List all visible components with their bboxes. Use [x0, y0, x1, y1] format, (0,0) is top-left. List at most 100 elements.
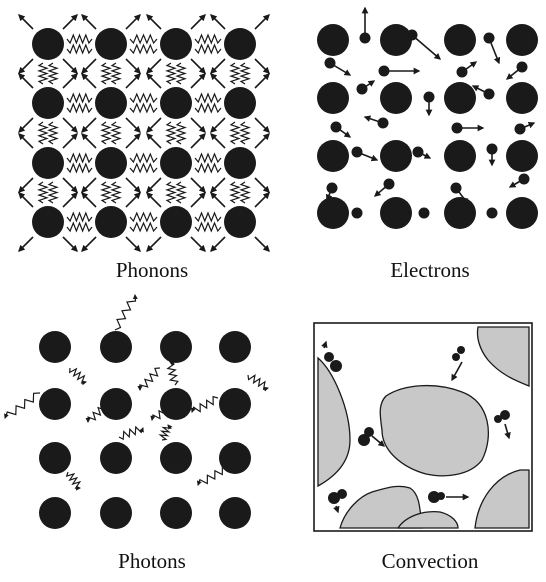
spring-bond — [175, 62, 187, 85]
spring-bond — [129, 162, 158, 174]
spring-bond — [194, 152, 222, 164]
vibration-arrow — [62, 133, 78, 149]
vibration-arrow — [146, 58, 162, 74]
vibration-arrow — [18, 14, 34, 30]
vibration-arrow — [125, 133, 141, 149]
atom — [506, 82, 538, 114]
electron — [351, 207, 363, 219]
spring-bond — [37, 62, 49, 85]
spring-bond — [129, 211, 158, 223]
vibration-arrow — [18, 58, 34, 74]
spring-bond — [229, 121, 241, 145]
spring-bond — [100, 121, 112, 145]
vibration-arrow — [210, 14, 226, 30]
spring-bond — [47, 121, 59, 145]
spring-bond — [47, 62, 59, 85]
photon-wave-arrow — [4, 392, 41, 419]
vibration-arrow — [18, 192, 34, 208]
vibration-arrow — [146, 133, 162, 149]
vibration-arrow — [254, 117, 270, 133]
electron-arrow — [325, 187, 333, 202]
vibration-arrow — [146, 14, 162, 30]
atom — [224, 147, 256, 179]
spring-bond — [37, 181, 49, 204]
atom — [95, 206, 127, 238]
vibration-arrow — [210, 73, 226, 89]
fluid-particle — [364, 427, 374, 437]
vibration-arrow — [62, 192, 78, 208]
fluid-parcel — [476, 326, 530, 387]
vibration-arrow — [81, 14, 97, 30]
vibration-arrow — [18, 236, 34, 252]
vibration-arrow — [81, 58, 97, 74]
vibration-arrow — [146, 73, 162, 89]
atom — [100, 388, 132, 420]
atom — [160, 206, 192, 238]
vibration-arrow — [18, 177, 34, 193]
atom — [32, 206, 64, 238]
atom — [32, 87, 64, 119]
spring-bond — [129, 43, 158, 55]
vibration-arrow — [146, 236, 162, 252]
spring-bond — [37, 121, 49, 145]
atom — [224, 206, 256, 238]
flow-arrow — [451, 361, 463, 382]
vibration-arrow — [18, 117, 34, 133]
fluid-particle — [452, 353, 460, 361]
spring-bond — [229, 62, 241, 85]
atom — [317, 82, 349, 114]
fluid-particle — [500, 410, 510, 420]
spring-bond — [165, 181, 177, 204]
vibration-arrow — [81, 177, 97, 193]
spring-bond — [66, 92, 93, 104]
atom — [160, 442, 192, 474]
vibration-arrow — [18, 73, 34, 89]
atom — [444, 24, 476, 56]
spring-bond — [129, 33, 158, 45]
vibration-arrow — [210, 192, 226, 208]
vibration-arrow — [125, 192, 141, 208]
atom — [219, 388, 251, 420]
electron-arrow — [455, 187, 469, 206]
atom — [100, 497, 132, 529]
spring-bond — [129, 152, 158, 164]
vibration-arrow — [62, 117, 78, 133]
spring-bond — [66, 43, 93, 55]
vibration-arrow — [125, 236, 141, 252]
vibration-arrow — [62, 58, 78, 74]
atom — [506, 197, 538, 229]
spring-bond — [110, 121, 122, 145]
electrons-panel — [317, 6, 538, 229]
electron-arrow — [335, 126, 352, 138]
vibration-arrow — [81, 117, 97, 133]
atom — [32, 28, 64, 60]
electron-arrow — [356, 151, 379, 162]
electron-arrow — [461, 61, 478, 73]
vibration-arrow — [18, 133, 34, 149]
vibration-arrow — [190, 236, 206, 252]
spring-bond — [66, 211, 93, 223]
spring-bond — [165, 62, 177, 85]
spring-bond — [175, 121, 187, 145]
fluid-particle — [494, 415, 502, 423]
spring-bond — [110, 181, 122, 204]
spring-bond — [194, 33, 222, 45]
electron-arrow — [417, 151, 432, 159]
photon-wave-arrow — [190, 395, 219, 413]
fluid-parcel — [339, 485, 423, 529]
fluid-particle — [428, 491, 440, 503]
vibration-arrow — [146, 117, 162, 133]
atom — [95, 28, 127, 60]
vibration-arrow — [125, 58, 141, 74]
vibration-arrow — [125, 14, 141, 30]
atom — [160, 87, 192, 119]
fluid-particle — [337, 489, 347, 499]
vibration-arrow — [210, 58, 226, 74]
electron-arrow — [471, 85, 490, 95]
vibration-arrow — [210, 133, 226, 149]
spring-bond — [66, 221, 93, 233]
vibration-arrow — [254, 177, 270, 193]
flow-arrow — [321, 340, 328, 349]
photon-wave-arrow — [137, 367, 161, 392]
